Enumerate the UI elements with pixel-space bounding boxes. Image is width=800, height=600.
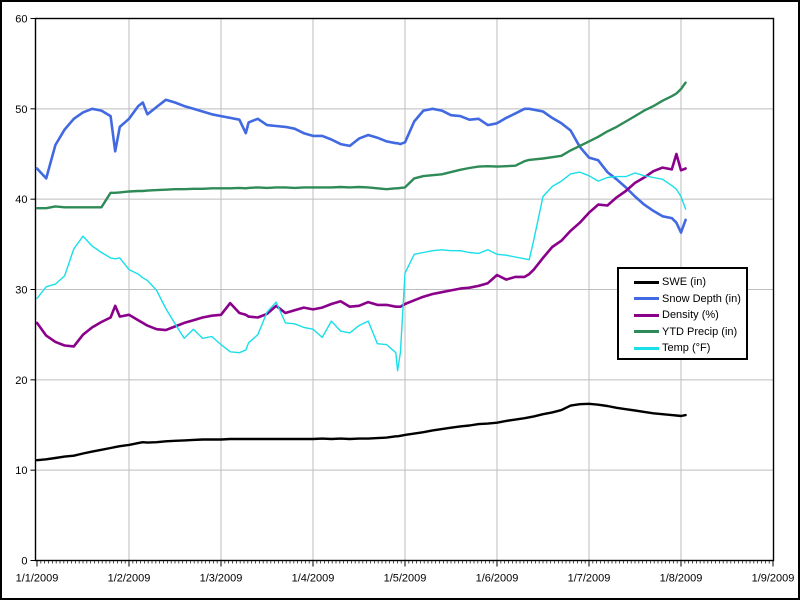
- series-line-temp-f: [36, 171, 687, 372]
- legend-label-swe: SWE (in): [662, 276, 706, 289]
- x-axis-tick-label: 1/1/2009: [16, 573, 59, 585]
- legend-swatch-ytd-precip-icon: [634, 330, 659, 334]
- series-line-ytd-precip-in: [35, 81, 687, 210]
- y-axis-tick-label: 20: [15, 375, 27, 387]
- axis-labels: 0 10 20 30 40 50 60 1/1/2009 1/2/2009 1/3/2009 1/4…: [15, 14, 794, 585]
- legend-item-temp: Temp (°F): [619, 340, 746, 357]
- y-axis-tick-label: 50: [15, 104, 27, 116]
- y-axis-tick-label: 0: [21, 556, 27, 568]
- legend-label-ytd-precip: YTD Precip (in): [662, 325, 738, 338]
- legend-swatch-snow-depth-icon: [634, 297, 659, 301]
- legend-item-density: Density (%): [619, 307, 746, 324]
- legend-item-ytd-precip: YTD Precip (in): [619, 324, 746, 341]
- legend-label-temp: Temp (°F): [662, 342, 711, 355]
- legend-swatch-density-icon: [634, 313, 659, 317]
- series-line-density: [35, 152, 687, 348]
- legend-label-density: Density (%): [662, 309, 719, 322]
- x-axis-tick-label: 1/5/2009: [384, 573, 427, 585]
- legend-swatch-temp-icon: [634, 346, 659, 350]
- legend-item-snow-depth: Snow Depth (in): [619, 291, 746, 308]
- legend-item-swe: SWE (in): [619, 274, 746, 291]
- x-axis-tick-label: 1/2/2009: [108, 573, 151, 585]
- gridlines: [35, 18, 774, 561]
- legend-swatch-swe-icon: [634, 280, 659, 284]
- y-axis-tick-label: 10: [15, 465, 27, 477]
- series-line-swe-in: [35, 402, 687, 462]
- legend-label-snow-depth: Snow Depth (in): [662, 292, 741, 305]
- x-axis-tick-label: 1/3/2009: [200, 573, 243, 585]
- y-axis-tick-label: 30: [15, 285, 27, 297]
- x-axis-tick-label: 1/6/2009: [476, 573, 519, 585]
- x-axis-tick-label: 1/8/2009: [660, 573, 703, 585]
- chart-legend: SWE (in) Snow Depth (in) Density (%) YTD…: [617, 267, 748, 360]
- x-axis-tick-label: 1/4/2009: [292, 573, 335, 585]
- x-axis-tick-label: 1/7/2009: [568, 573, 611, 585]
- y-axis-tick-label: 40: [15, 194, 27, 206]
- axis-ticks: [30, 18, 774, 567]
- y-axis-tick-label: 60: [15, 14, 27, 26]
- x-axis-tick-label: 1/9/2009: [752, 573, 795, 585]
